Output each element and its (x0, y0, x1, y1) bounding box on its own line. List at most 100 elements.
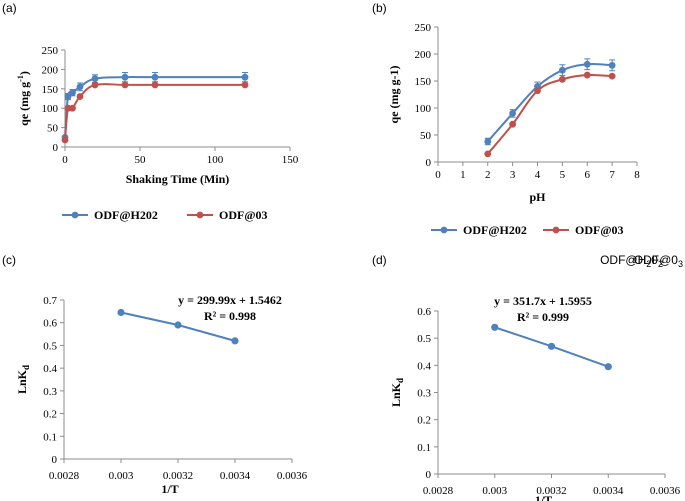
r-squared: R² = 0.998 (204, 309, 256, 323)
y-tick-label: 0.2 (43, 409, 57, 421)
y-tick-label: 250 (42, 45, 59, 57)
chart-title-subscript: 3 (678, 259, 683, 269)
y-tick-label: 200 (415, 49, 432, 61)
x-tick-label: 0 (435, 169, 441, 181)
y-tick-label: 0.2 (417, 415, 431, 427)
y-tick-label: 0.3 (43, 386, 57, 398)
x-tick-label: 100 (207, 154, 224, 166)
y-tick-label: 0.1 (43, 431, 57, 443)
y-tick-label: 0.4 (43, 363, 57, 375)
chart-title: ODF@H202 (600, 253, 663, 269)
y-tick-label: 0.6 (43, 318, 57, 330)
data-point (241, 81, 249, 89)
x-tick-label: 0.0032 (163, 470, 193, 482)
x-tick-label: 1 (460, 169, 466, 181)
data-point (231, 337, 239, 345)
y-axis-label: LnKd (389, 378, 405, 407)
y-axis-label-main: LnK (15, 369, 29, 394)
y-tick-label: 0.3 (417, 388, 431, 400)
y-tick-label: 0.1 (417, 442, 431, 454)
data-point (509, 110, 517, 117)
data-point (558, 75, 566, 83)
data-point (174, 321, 182, 329)
data-point (583, 60, 591, 68)
x-tick-label: 8 (634, 169, 640, 181)
data-point (69, 89, 76, 97)
data-point (64, 93, 72, 100)
data-point (69, 104, 76, 112)
data-point (61, 136, 69, 144)
legend-swatch-marker (552, 226, 560, 234)
x-tick-label: 0 (62, 154, 68, 166)
data-point (583, 71, 591, 79)
data-point (117, 308, 125, 317)
panel-label: (c) (2, 253, 16, 267)
x-tick-label: 7 (609, 169, 615, 181)
legend-label: ODF@H202 (94, 208, 158, 222)
y-tick-label: 200 (42, 64, 59, 76)
x-tick-label: 0.0032 (536, 485, 566, 497)
x-tick-label: 2 (485, 169, 491, 181)
chart-title-text: 0 (651, 253, 658, 267)
data-point (604, 363, 612, 371)
data-point (151, 81, 159, 89)
data-point (91, 81, 99, 89)
regression-equation: y = 299.99x + 1.5462 (178, 293, 282, 307)
x-axis-label: Shaking Time (Min) (126, 172, 230, 186)
data-point (547, 342, 556, 350)
legend-label: ODF@H202 (463, 223, 527, 237)
x-tick-label: 0.0034 (593, 485, 624, 497)
regression-equation: y = 351.7x + 1.5955 (494, 294, 592, 308)
data-point (558, 66, 566, 74)
y-tick-label: 0 (52, 454, 58, 466)
y-tick-label: 0.7 (43, 295, 57, 307)
series-line-1 (64, 82, 245, 141)
y-tick-label: 150 (415, 76, 432, 88)
y-tick-label: 100 (415, 103, 432, 115)
data-point (76, 93, 84, 100)
legend-label: ODF@03 (219, 208, 268, 222)
y-tick-label: 0.5 (417, 333, 431, 345)
x-axis-label: pH (529, 190, 546, 204)
y-axis-label-sub: d (21, 365, 31, 370)
data-point (76, 83, 84, 91)
chart-title-text: ODF@H (600, 253, 646, 267)
y-axis-label: qe (mg g-1) (387, 66, 401, 124)
data-point (91, 75, 99, 83)
x-tick-label: 0.003 (482, 485, 507, 497)
x-tick-label: 0.0036 (277, 470, 308, 482)
data-point (509, 120, 517, 128)
x-tick-label: 0.003 (109, 470, 134, 482)
chart-title-subscript: 2 (658, 259, 663, 269)
x-tick-label: 0.0034 (220, 470, 251, 482)
x-tick-label: 0.0028 (423, 485, 454, 497)
legend-swatch-marker (440, 226, 448, 234)
y-axis-label-main: qe (mg g (17, 82, 31, 126)
y-tick-label: 50 (420, 130, 432, 142)
y-axis-label-sup: -1 (16, 75, 25, 82)
y-axis-label: LnKd (15, 365, 31, 394)
x-tick-label: 3 (510, 169, 516, 181)
panel-label: (d) (372, 253, 387, 267)
x-tick-label: 150 (282, 154, 299, 166)
legend-swatch-marker (196, 211, 204, 219)
panel-label: (a) (2, 1, 17, 15)
x-tick-label: 0.0028 (49, 470, 80, 482)
chart-title: ODF@03 (634, 253, 683, 269)
data-point (151, 73, 159, 81)
x-axis-label: 1/T (161, 482, 178, 496)
data-point (121, 73, 129, 81)
x-tick-label: 6 (585, 169, 591, 181)
data-point (484, 150, 492, 158)
chart-title-text: ODF@0 (634, 253, 679, 267)
y-tick-label: 250 (415, 22, 432, 34)
data-point (491, 323, 499, 331)
legend-label: ODF@03 (575, 223, 624, 237)
r-squared: R² = 0.999 (517, 310, 569, 324)
x-tick-label: 50 (135, 154, 147, 166)
data-point (608, 61, 616, 69)
y-tick-label: 0 (53, 142, 59, 154)
y-tick-label: 0 (426, 469, 432, 481)
y-axis-label: qe (mg g-1) (16, 71, 31, 126)
